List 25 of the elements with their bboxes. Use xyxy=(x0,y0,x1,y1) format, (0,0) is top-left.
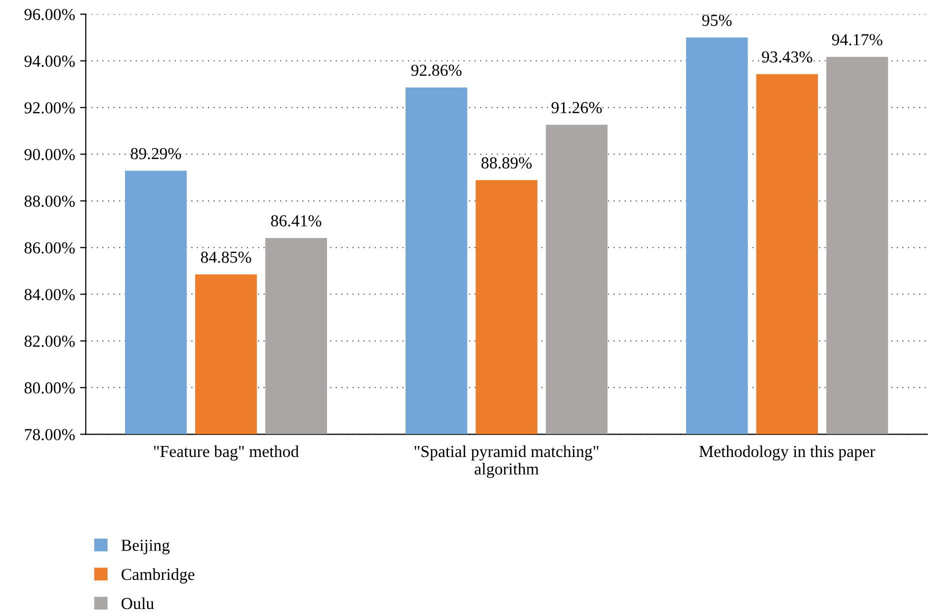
y-tick-label: 84.00% xyxy=(24,288,75,300)
data-label: 86.41% xyxy=(271,215,322,227)
y-tick-label: 96.00% xyxy=(24,8,75,20)
data-label: 92.86% xyxy=(411,64,462,76)
x-tick-label: "Feature bag" method xyxy=(154,445,299,461)
legend-label: Beijing xyxy=(121,540,170,554)
data-label: 95% xyxy=(702,14,732,26)
legend-label: Cambridge xyxy=(122,568,194,584)
y-tick-label: 88.00% xyxy=(24,196,75,207)
legend-label: Oulu xyxy=(122,597,154,610)
x-tick-label: Methodology in this paper xyxy=(699,445,876,461)
data-label: 84.85% xyxy=(200,252,252,263)
y-tick-label: 80.00% xyxy=(24,382,75,394)
data-label: 93.43% xyxy=(762,51,812,63)
data-label: 91.26% xyxy=(552,102,602,114)
y-tick-label: 78.00% xyxy=(25,428,75,440)
x-tick-label: "Spatial pyramid matching" algorithm xyxy=(414,445,598,478)
data-label: 88.89% xyxy=(481,157,532,169)
y-tick-label: 92.00% xyxy=(24,102,75,114)
data-label: 94.17% xyxy=(832,34,882,46)
y-tick-label: 86.00% xyxy=(24,242,75,254)
y-tick-label: 90.00% xyxy=(24,148,75,160)
y-tick-label: 82.00% xyxy=(24,336,75,347)
y-tick-label: 94.00% xyxy=(24,56,75,67)
data-label: 89.29% xyxy=(130,148,181,160)
